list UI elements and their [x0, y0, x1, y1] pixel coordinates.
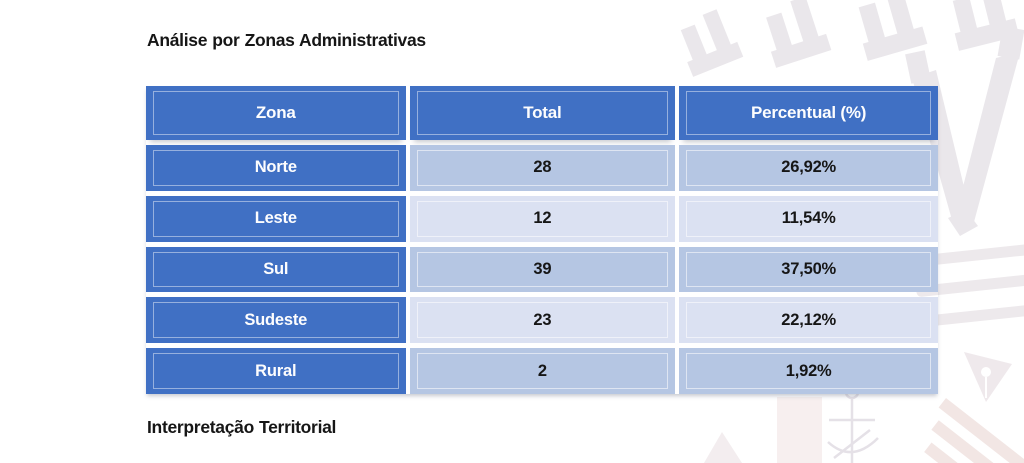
total-cell: 23 [409, 297, 676, 344]
table-row-sudeste: Sudeste 23 22,12% [146, 297, 938, 344]
table-row-rural: Rural 2 1,92% [146, 348, 938, 394]
column-header-total: Total [409, 86, 676, 140]
page-title: Análise por Zonas Administrativas [147, 30, 426, 50]
percentual-cell: 1,92% [679, 348, 938, 394]
percentual-cell: 37,50% [679, 246, 938, 293]
percentual-cell: 22,12% [679, 297, 938, 344]
total-cell: 2 [409, 348, 676, 394]
watermark-anchor-icon [827, 384, 879, 463]
zone-name-cell: Leste [146, 195, 406, 242]
column-header-percentual: Percentual (%) [679, 86, 938, 140]
table-row-leste: Leste 12 11,54% [146, 195, 938, 242]
zones-data-table: Zona Total Percentual (%) Norte 28 26,92… [146, 86, 938, 394]
watermark-bands-icon [912, 244, 1024, 327]
zone-name-cell: Norte [146, 145, 406, 191]
total-cell: 28 [409, 145, 676, 191]
zone-name-cell: Sudeste [146, 297, 406, 344]
footer-section-title: Interpretação Territorial [147, 417, 337, 437]
percentual-cell: 11,54% [679, 195, 938, 242]
watermark-stripes-icon [924, 398, 1024, 463]
watermark-small-sail [704, 432, 742, 463]
total-cell: 12 [409, 195, 676, 242]
zones-table: Zona Total Percentual (%) Norte 28 26,92… [146, 86, 938, 394]
total-cell: 39 [409, 246, 676, 293]
watermark-crown-icon [680, 0, 1020, 77]
table-row-norte: Norte 28 26,92% [146, 145, 938, 191]
percentual-cell: 26,92% [679, 145, 938, 191]
watermark-pen-nib-icon [964, 352, 1012, 402]
column-header-zona: Zona [146, 86, 406, 140]
table-row-sul: Sul 39 37,50% [146, 246, 938, 293]
table-header-row: Zona Total Percentual (%) [146, 86, 938, 140]
zone-name-cell: Sul [146, 246, 406, 293]
watermark-pink-bar [777, 397, 822, 463]
zone-name-cell: Rural [146, 348, 406, 394]
